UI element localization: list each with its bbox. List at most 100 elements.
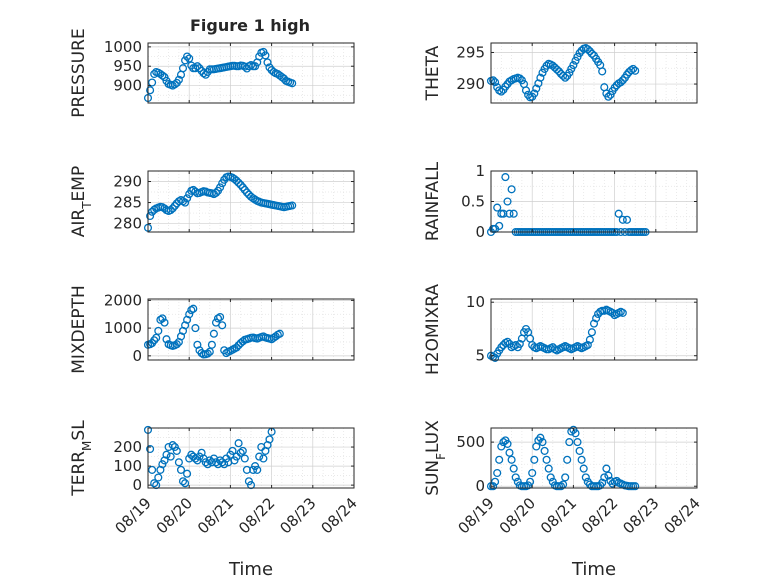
data-point	[183, 52, 192, 61]
data-point	[538, 438, 547, 447]
data-point	[573, 438, 582, 447]
data-point	[178, 64, 188, 73]
data-point	[176, 465, 186, 474]
data-point	[158, 71, 167, 80]
data-point	[197, 349, 206, 358]
data-point	[236, 448, 245, 457]
y-axis-label: RAINFALL	[423, 161, 443, 241]
data-point	[544, 464, 553, 473]
data-point	[622, 70, 632, 79]
data-point	[575, 49, 584, 58]
data-point	[600, 473, 609, 482]
panel-theta: 290 295 THETA	[423, 42, 698, 104]
data-series	[143, 425, 276, 490]
data-point	[542, 455, 551, 464]
data-series	[486, 305, 627, 362]
data-point	[503, 197, 512, 206]
data-point	[540, 446, 549, 455]
data-point	[154, 326, 163, 335]
data-point	[507, 185, 516, 194]
data-point	[497, 87, 506, 96]
y-tick-label: 10	[466, 293, 485, 311]
x-axis-label-right: Time	[571, 559, 616, 580]
data-point	[598, 478, 607, 487]
data-point	[583, 340, 592, 350]
data-point	[146, 86, 155, 95]
data-point	[563, 455, 572, 464]
y-axis-ticks: 0 1000 2000	[104, 291, 354, 365]
data-point	[209, 329, 218, 338]
panel-air-temp: 280 285 290 AIRTEMP	[69, 166, 355, 237]
data-point	[181, 479, 190, 488]
data-point	[238, 446, 247, 455]
data-point	[505, 448, 514, 457]
y-tick-label: 100	[113, 457, 142, 475]
data-series	[486, 425, 640, 491]
grid-lines	[490, 299, 698, 360]
data-point	[575, 446, 584, 455]
data-point	[614, 209, 623, 218]
data-point	[183, 194, 192, 203]
data-point	[604, 471, 613, 480]
x-axis-ticks	[147, 299, 355, 360]
data-point	[587, 328, 596, 337]
data-point	[203, 349, 212, 358]
data-point	[532, 84, 541, 93]
data-point	[554, 67, 564, 76]
plot-frame	[490, 298, 698, 361]
x-axis-ticks	[490, 43, 698, 103]
data-point	[491, 477, 500, 486]
grid-lines	[147, 427, 355, 488]
y-tick-label: 500	[456, 433, 485, 451]
data-point	[571, 429, 580, 438]
data-point	[238, 183, 247, 192]
y-axis-label: MIXDEPTH	[69, 285, 89, 374]
panel-rainfall: 00.51 RAINFALL	[423, 161, 698, 241]
y-axis-label: SUNFLUX	[423, 420, 448, 496]
data-point	[526, 477, 535, 486]
data-point	[172, 340, 181, 349]
data-point	[546, 473, 555, 482]
x-tick-label: 08/23	[619, 494, 662, 537]
data-point	[170, 442, 179, 452]
x-tick-label: 08/20	[496, 494, 539, 537]
data-point	[585, 47, 594, 56]
data-point	[618, 308, 627, 317]
x-tick-label: 08/24	[661, 494, 704, 537]
data-point	[162, 450, 171, 459]
data-series	[143, 172, 297, 232]
data-point	[189, 304, 198, 313]
data-point	[181, 321, 190, 330]
plot-frame	[147, 42, 355, 104]
data-point	[631, 66, 640, 75]
y-tick-label: 2000	[104, 291, 142, 309]
data-point	[579, 464, 588, 473]
data-point	[218, 321, 227, 330]
y-tick-label: 1	[475, 162, 485, 180]
data-point	[181, 56, 190, 65]
data-point	[216, 312, 225, 322]
y-axis-label: TERRMSL	[69, 420, 94, 497]
data-point	[581, 473, 590, 482]
data-point	[622, 215, 632, 224]
data-point	[154, 473, 163, 482]
data-point	[178, 477, 188, 486]
data-point	[536, 73, 545, 82]
data-point	[528, 468, 537, 478]
y-tick-label: 0.5	[461, 193, 485, 211]
data-point	[211, 188, 221, 197]
data-point	[515, 74, 524, 83]
data-point	[183, 469, 192, 478]
figure-title: Figure 1 high	[190, 16, 310, 35]
data-point	[148, 465, 157, 474]
plot-frame	[147, 170, 355, 233]
y-tick-label: 285	[113, 194, 142, 212]
data-point	[559, 71, 568, 80]
data-point	[232, 176, 241, 185]
data-point	[185, 54, 194, 63]
x-axis-ticks	[147, 43, 355, 103]
data-point	[515, 339, 524, 348]
y-axis-ticks: 5 10	[466, 293, 697, 365]
y-tick-label: 0	[132, 347, 142, 365]
